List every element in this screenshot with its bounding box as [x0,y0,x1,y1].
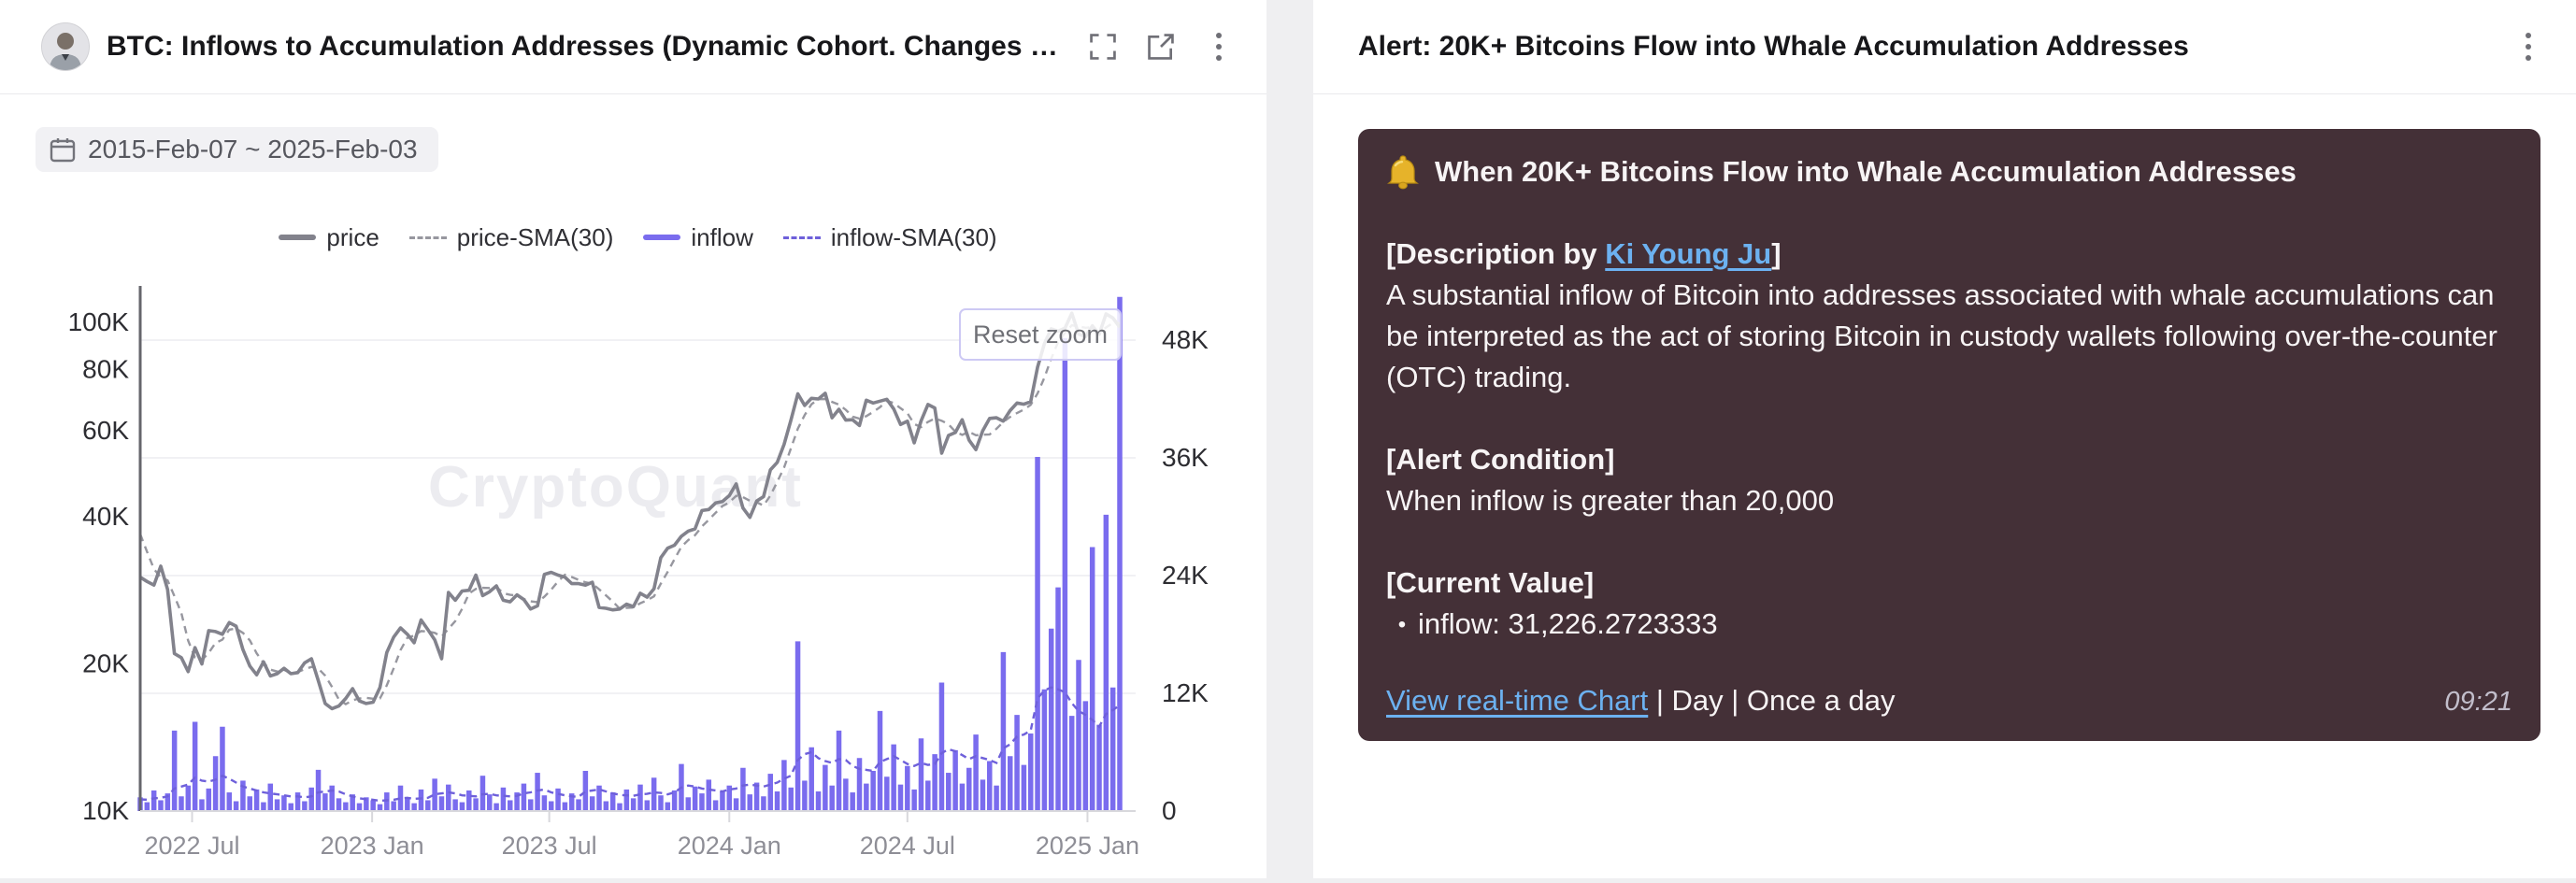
alert-panel: Alert: 20K+ Bitcoins Flow into Whale Acc… [1313,0,2576,878]
legend-swatch [782,235,821,239]
current-value-text: inflow: 31,226.2723333 [1418,607,1718,640]
alert-footer-meta: | Day | Once a day [1648,684,1896,717]
legend-label: price-SMA(30) [456,222,614,251]
alert-description: [Description by Ki Young Ju] A substanti… [1386,234,2512,398]
avatar[interactable] [41,22,90,71]
alert-more-menu-icon[interactable] [2512,31,2544,63]
legend-item-price[interactable]: price [279,223,379,252]
alert-timestamp: 09:21 [2444,687,2512,717]
chart-title: BTC: Inflows to Accumulation Addresses (… [107,31,1058,62]
alert-panel-title: Alert: 20K+ Bitcoins Flow into Whale Acc… [1358,31,2189,62]
reset-zoom-button[interactable]: Reset zoom [959,308,1122,361]
y-axis-left-label: 80K [82,355,129,384]
alert-title: When 20K+ Bitcoins Flow into Whale Accum… [1435,155,2297,188]
legend-swatch [408,235,447,239]
y-axis-right-label: 36K [1162,443,1209,472]
chart-panel: BTC: Inflows to Accumulation Addresses (… [0,0,1267,878]
date-range-label: 2015-Feb-07 ~ 2025-Feb-03 [88,135,418,164]
bell-icon [1386,154,1420,190]
y-axis-left-label: 100K [68,307,130,336]
legend-item-price-sma-30-[interactable]: price-SMA(30) [408,222,614,252]
author-link[interactable]: Ki Young Ju [1605,237,1772,270]
chart-legend: price price-SMA(30) inflow inflow-SMA(30) [140,219,1136,256]
x-axis-label: 2025 Jan [1036,832,1139,860]
calendar-icon [50,138,76,163]
legend-item-inflow[interactable]: inflow [643,222,753,252]
alert-condition-label: [Alert Condition] [1386,443,1615,476]
more-menu-icon[interactable] [1203,31,1235,63]
legend-label: inflow-SMA(30) [830,222,997,251]
y-axis-left-label: 10K [82,796,129,825]
alert-condition: [Alert Condition] When inflow is greater… [1386,439,2512,521]
y-axis-right-label: 0 [1162,796,1177,825]
y-axis-right-label: 24K [1162,561,1209,590]
alert-description-body: A substantial inflow of Bitcoin into add… [1386,278,2497,393]
current-value-label: [Current Value] [1386,566,1595,599]
chart-svg: CryptoQuant 2022 Jul 2023 Jan 2023 Jul 2024 … [68,286,1209,860]
chart-area[interactable]: CryptoQuant 2022 Jul 2023 Jan 2023 Jul 2024 … [0,262,1267,878]
date-range-picker[interactable]: 2015-Feb-07 ~ 2025-Feb-03 [36,127,438,172]
chart-panel-header: BTC: Inflows to Accumulation Addresses (… [0,0,1267,94]
y-axis-right-label: 12K [1162,678,1209,707]
x-axis-label: 2024 Jul [860,832,955,860]
legend-label: inflow [691,222,753,251]
view-chart-link[interactable]: View real-time Chart [1386,684,1649,717]
legend-swatch [643,235,681,240]
legend-swatch [279,235,317,240]
y-axis-right-label: 48K [1162,325,1209,354]
alert-current-value: [Current Value] • inflow: 31,226.2723333 [1386,563,2512,646]
x-axis-label: 2023 Jul [502,832,597,860]
alert-panel-header: Alert: 20K+ Bitcoins Flow into Whale Acc… [1313,0,2576,94]
alert-message-card: When 20K+ Bitcoins Flow into Whale Accum… [1358,129,2540,741]
fullscreen-icon[interactable] [1087,31,1119,63]
y-axis-left-label: 40K [82,502,129,531]
y-axis-left-label: 20K [82,649,129,678]
bullet-icon: • [1397,612,1407,637]
x-axis-label: 2023 Jan [321,832,424,860]
legend-item-inflow-sma-30-[interactable]: inflow-SMA(30) [782,222,997,252]
alert-condition-text: When inflow is greater than 20,000 [1386,484,1835,517]
watermark: CryptoQuant [428,455,803,520]
legend-label: price [326,222,379,251]
y-axis-left-label: 60K [82,416,129,445]
x-axis-label: 2022 Jul [144,832,239,860]
open-external-icon[interactable] [1145,31,1177,63]
x-axis-label: 2024 Jan [678,832,781,860]
